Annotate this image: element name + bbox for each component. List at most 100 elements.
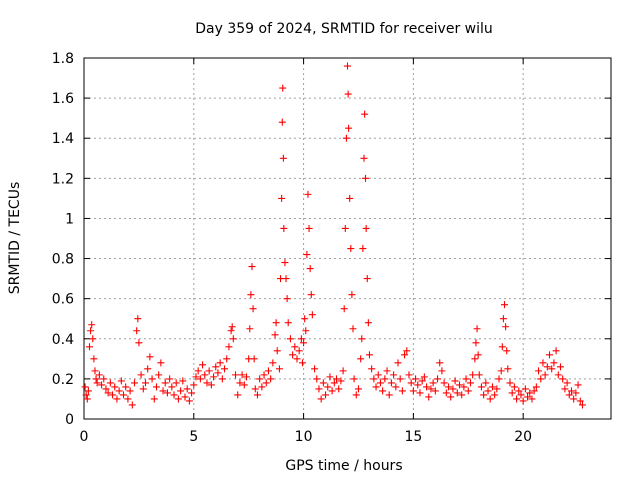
data-point: [122, 383, 130, 391]
data-point: [152, 383, 160, 391]
data-point: [273, 347, 281, 355]
data-point: [499, 315, 507, 323]
data-point: [89, 335, 97, 343]
data-point: [82, 391, 90, 399]
data-point: [95, 371, 103, 379]
data-point: [150, 395, 158, 403]
data-point: [304, 190, 312, 198]
data-point: [359, 245, 367, 253]
data-point: [497, 367, 505, 375]
data-point: [212, 363, 220, 371]
data-point: [262, 379, 270, 387]
data-point: [486, 395, 494, 403]
data-point: [526, 389, 534, 397]
data-point: [484, 387, 492, 395]
data-point: [83, 395, 91, 403]
grid: [84, 58, 611, 419]
axis-ticks: 0 0.2 0.4 0.6 0.8 1 1.2 1.4 1.6 1.8 0 5 10 15 20: [52, 51, 611, 445]
data-point: [240, 381, 248, 389]
data-point: [473, 325, 481, 333]
data-point: [561, 385, 569, 393]
data-point: [576, 397, 584, 405]
data-point: [221, 365, 229, 373]
data-point: [322, 391, 330, 399]
data-point: [418, 377, 426, 385]
data-point: [238, 371, 246, 379]
data-point: [455, 381, 463, 389]
y-tick-label: 1.6: [52, 91, 74, 107]
data-point: [84, 387, 92, 395]
data-point: [188, 389, 196, 397]
data-point: [341, 224, 349, 232]
data-point: [546, 351, 554, 359]
data-point: [313, 375, 321, 383]
data-point: [168, 383, 176, 391]
data-point: [574, 381, 582, 389]
data-point: [548, 365, 556, 373]
data-point: [466, 379, 474, 387]
data-point: [282, 275, 290, 283]
data-point: [423, 383, 431, 391]
data-point: [227, 327, 235, 335]
data-point: [539, 359, 547, 367]
data-point: [508, 389, 516, 397]
x-tick-label: 0: [80, 429, 89, 445]
data-point: [269, 359, 277, 367]
data-point: [357, 355, 365, 363]
data-point: [449, 385, 457, 393]
data-point: [283, 295, 291, 303]
data-point: [503, 347, 511, 355]
data-point: [174, 395, 182, 403]
data-point: [300, 339, 308, 347]
data-point: [146, 353, 154, 361]
data-point: [166, 375, 174, 383]
data-point: [335, 385, 343, 393]
data-point: [482, 379, 490, 387]
data-points: [81, 62, 586, 409]
data-point: [194, 367, 202, 375]
data-point: [477, 383, 485, 391]
data-point: [133, 327, 141, 335]
data-point: [472, 339, 480, 347]
data-point: [85, 343, 93, 351]
data-point: [248, 263, 256, 271]
data-point: [135, 339, 143, 347]
data-point: [126, 387, 134, 395]
data-point: [284, 319, 292, 327]
data-point: [120, 391, 128, 399]
data-point: [543, 363, 551, 371]
data-point: [541, 371, 549, 379]
chart-title: Day 359 of 2024, SRMTID for receiver wil…: [195, 21, 493, 37]
data-point: [350, 375, 358, 383]
data-point: [179, 377, 187, 385]
data-point: [170, 391, 178, 399]
data-point: [267, 375, 275, 383]
data-point: [214, 369, 222, 377]
data-point: [354, 385, 362, 393]
data-point: [234, 391, 242, 399]
data-point: [346, 194, 354, 202]
data-point: [232, 371, 240, 379]
data-point: [361, 110, 369, 118]
data-point: [311, 365, 319, 373]
data-point: [365, 351, 373, 359]
data-point: [392, 383, 400, 391]
data-point: [326, 373, 334, 381]
data-point: [256, 375, 264, 383]
data-point: [249, 305, 257, 313]
data-point: [291, 343, 299, 351]
data-point: [578, 401, 586, 409]
data-point: [374, 371, 382, 379]
data-point: [134, 315, 142, 323]
data-point: [565, 391, 573, 399]
data-point: [190, 381, 198, 389]
data-point: [405, 371, 413, 379]
data-point: [303, 251, 311, 259]
data-point: [250, 355, 258, 363]
data-point: [572, 389, 580, 397]
data-point: [308, 311, 316, 319]
data-point: [185, 397, 193, 405]
data-point: [556, 363, 564, 371]
